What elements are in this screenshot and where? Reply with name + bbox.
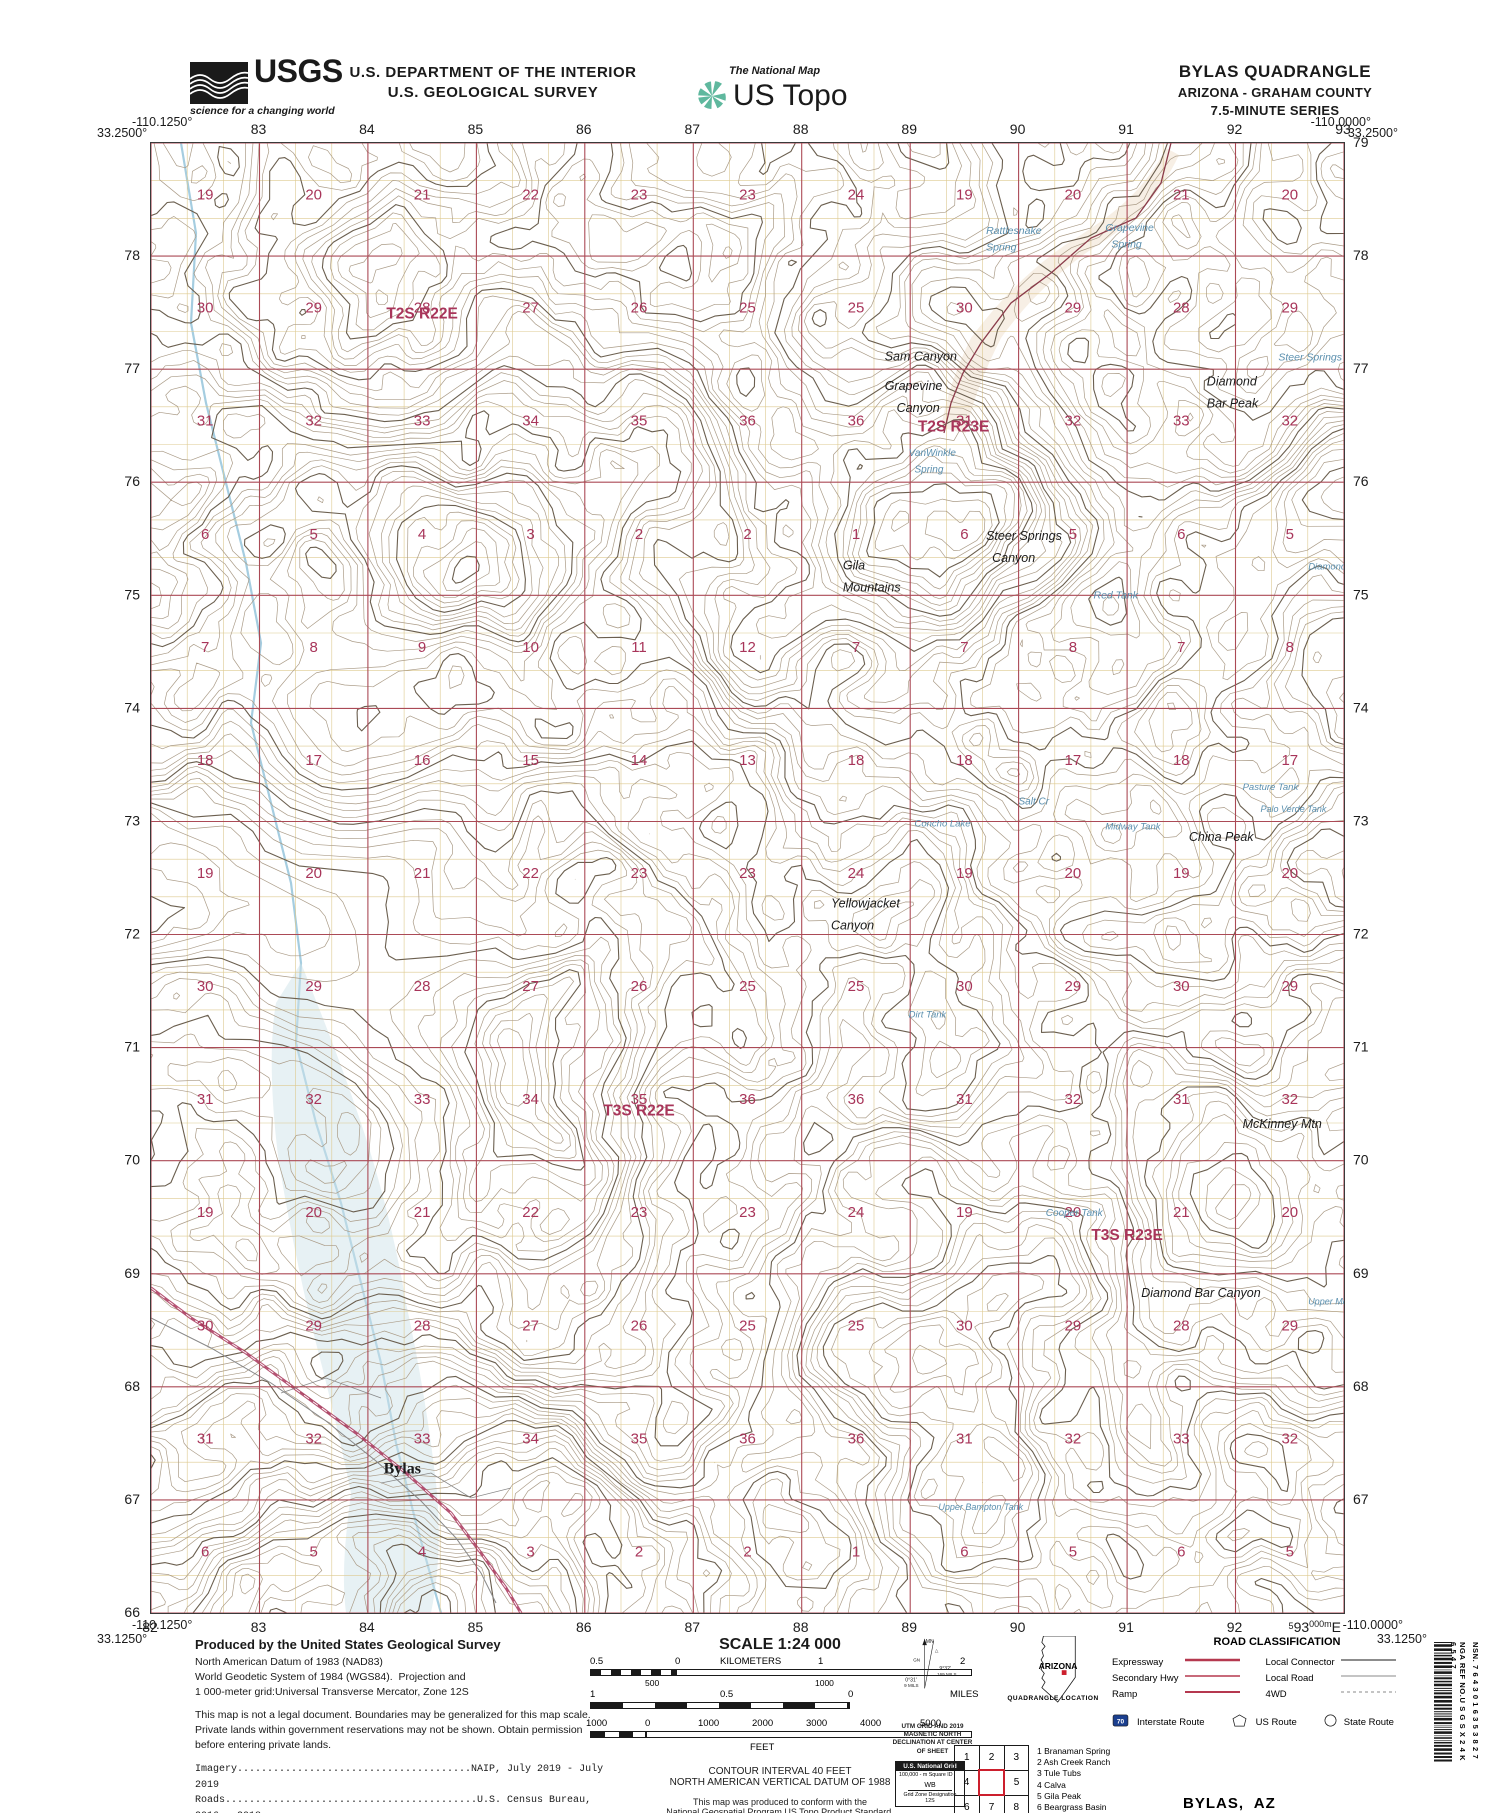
svg-text:70: 70: [1117, 1718, 1125, 1725]
